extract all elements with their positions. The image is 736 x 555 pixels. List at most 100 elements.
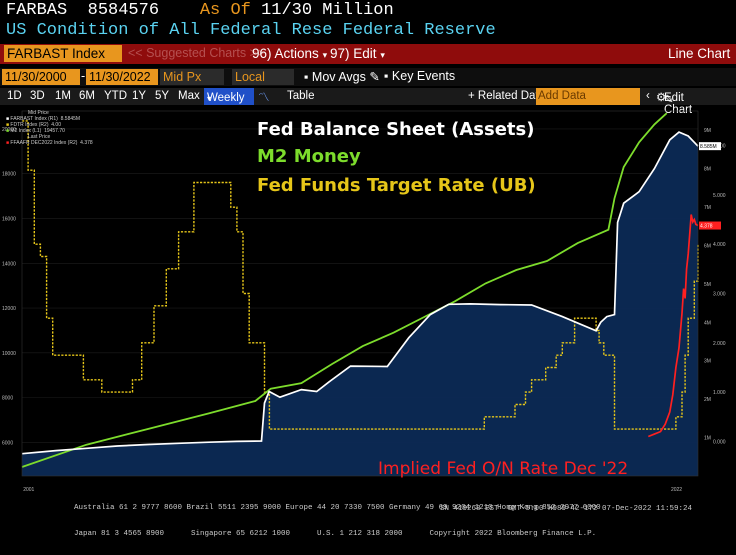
left-tick-label: 18000 (2, 172, 16, 178)
chart-axes: 20000 18000 16000 14000 12000 10000 8000 6000 9M… (2, 110, 726, 493)
edit-menu[interactable]: 97) Edit ▾ (330, 46, 385, 61)
line-chart-icon[interactable]: 〽 (258, 92, 270, 104)
x-tick-label: 2001 (23, 487, 34, 493)
key-events-button[interactable]: ▪ Key Events (384, 69, 455, 83)
chart-panel: 20000 18000 16000 14000 12000 10000 8000 6000 9M… (0, 106, 736, 538)
chart-type-label: Line Chart (668, 46, 731, 61)
period-1d[interactable]: 1D (7, 90, 22, 102)
actions-label: Actions (274, 46, 319, 61)
mov-avgs-label: Mov Avgs (311, 70, 366, 84)
right2-tick-label: 4.000 (713, 242, 726, 248)
period-6m[interactable]: 6M (79, 90, 95, 102)
security-description: US Condition of All Federal Rese Federal… (6, 21, 496, 40)
balance-sheet-line (21, 131, 699, 455)
left-tick-label: 20000 (2, 127, 16, 133)
range-bar: 11/30/2000 - 11/30/2022 Mid Px Local CCY… (0, 68, 736, 100)
period-5y[interactable]: 5Y (155, 90, 170, 102)
balance-last-tag-bg (699, 142, 721, 151)
frequency-label: Weekly (207, 92, 245, 104)
right1-tick-label: 4M (704, 320, 711, 326)
add-data-input[interactable]: Add Data (536, 88, 640, 105)
left-tick-label: 14000 (2, 261, 16, 267)
currency-select[interactable]: Local CCY (232, 69, 294, 100)
footer-session: SN 419268 EST GMT-5:00 H989-42-172 07-De… (440, 505, 693, 513)
right2-tick-label: 5.000 (713, 193, 726, 199)
chart-lines (21, 112, 699, 468)
pencil-icon: ✎ (369, 70, 380, 84)
legend-balance-sheet: Fed Balance Sheet (Assets) (257, 119, 535, 140)
security-field[interactable]: FARBAST Index (4, 45, 122, 62)
implied-last-tag-bg (699, 221, 721, 230)
frequency-select[interactable]: Weekly ▾ (204, 88, 254, 105)
legend-implied-rate: Implied Fed O/N Rate Dec '22 (378, 459, 629, 479)
dropdown-arrow-icon: ▾ (322, 50, 328, 60)
right2-tick-label: 0.000 (713, 439, 726, 445)
unit-label: Million (322, 1, 394, 20)
as-of-date: 11/30 (261, 1, 313, 20)
period-bar: 1D 3D 1M 6M YTD 1Y 5Y Max Weekly ▾ 〽 Tab… (0, 88, 736, 116)
start-date-field[interactable]: 11/30/2000 (2, 69, 80, 85)
last-value: 8584576 (87, 1, 160, 20)
table-button[interactable]: Table (287, 90, 315, 102)
mini-legend-row: ■ FFAAFR DEC2022 Index (R2) 4.378 (6, 140, 93, 146)
right1-tick-label: 6M (704, 243, 711, 249)
left-tick-label: 8000 (2, 396, 13, 402)
security-header: FARBAS 8584576 As Of 11/30 Million (6, 1, 394, 20)
end-date-field[interactable]: 11/30/2022 (86, 69, 158, 85)
checkbox-icon: ▪ (384, 69, 389, 83)
edit-num: 97) (330, 46, 350, 61)
legend-m2: M2 Money (257, 146, 361, 167)
chart-fills (22, 132, 698, 476)
mini-legend-row: ■ FDTR Index (R2) 4.00 (6, 122, 61, 128)
left-tick-label: 10000 (2, 351, 16, 357)
collapse-icon[interactable]: ‹ (646, 90, 650, 102)
actions-num: 96) (252, 46, 272, 61)
x-tick-label: 2022 (671, 487, 682, 493)
implied-last-label: 4.378 (700, 224, 713, 230)
period-ytd[interactable]: YTD (104, 90, 127, 102)
footer-contacts-2: Japan 81 3 4565 8900 Singapore 65 6212 1… (74, 529, 597, 538)
mini-legend-row: ■ M2 Index (L1) 19457.70 (6, 128, 65, 134)
footer: Australia 61 2 9777 8600 Brazil 5511 239… (74, 487, 601, 555)
legend-fed-funds: Fed Funds Target Rate (UB) (257, 175, 536, 196)
price-field-select[interactable]: Mid Px (160, 69, 224, 85)
right2-tick-label: 2.000 (713, 341, 726, 347)
footer-contacts-1: Australia 61 2 9777 8600 Brazil 5511 239… (74, 504, 601, 512)
settings-icon[interactable]: ⚙ (656, 92, 667, 104)
period-3d[interactable]: 3D (30, 90, 45, 102)
period-1m[interactable]: 1M (55, 90, 71, 102)
right2-tick-label: 3.000 (713, 292, 726, 298)
right1-tick-label: 1M (704, 436, 711, 442)
right1-tick-label: 2M (704, 397, 711, 403)
left-tick-label: 6000 (2, 440, 13, 446)
mov-avgs-button[interactable]: ▪ Mov Avgs ✎ (304, 69, 380, 84)
edit-label: Edit (353, 46, 377, 61)
dropdown-arrow-icon: ▾ (380, 50, 385, 60)
as-of-label: As Of (199, 1, 251, 20)
period-max[interactable]: Max (178, 90, 200, 102)
mini-legend-header: Last Price (28, 134, 51, 140)
ticker: FARBAS (6, 1, 68, 20)
plot-frame (21, 110, 699, 477)
pencil-icon: ✎ (664, 94, 674, 106)
key-events-label: Key Events (391, 69, 456, 83)
implied-rate-line (647, 214, 699, 438)
right1-tick-label: 8M (704, 167, 711, 173)
suggested-charts-search[interactable]: << Suggested Charts >> (128, 46, 265, 60)
mini-legend: Mid Price ■ FARBAST Index (R1) 8.5845M ■… (6, 110, 93, 146)
toolbar: FARBAST Index << Suggested Charts >> 96)… (0, 44, 736, 64)
checkbox-icon: ▪ (304, 70, 309, 84)
balance-sheet-area (22, 132, 698, 476)
chart-canvas: 20000 18000 16000 14000 12000 10000 8000 6000 9M… (2, 110, 726, 493)
period-1y[interactable]: 1Y (132, 90, 147, 102)
related-data-button[interactable]: + Related Dat (468, 90, 539, 102)
mini-legend-header: Mid Price (28, 110, 49, 116)
right1-tick-label: 3M (704, 359, 711, 365)
right1-tick-label: 5M (704, 282, 711, 288)
actions-menu[interactable]: 96) Actions ▾ (252, 46, 327, 61)
right2-tick-label: 1.000 (713, 390, 726, 396)
left-tick-label: 16000 (2, 216, 16, 222)
right1-tick-label: 7M (704, 205, 711, 211)
dropdown-arrow-icon: ▾ (207, 94, 212, 103)
range-dash: - (81, 69, 86, 83)
